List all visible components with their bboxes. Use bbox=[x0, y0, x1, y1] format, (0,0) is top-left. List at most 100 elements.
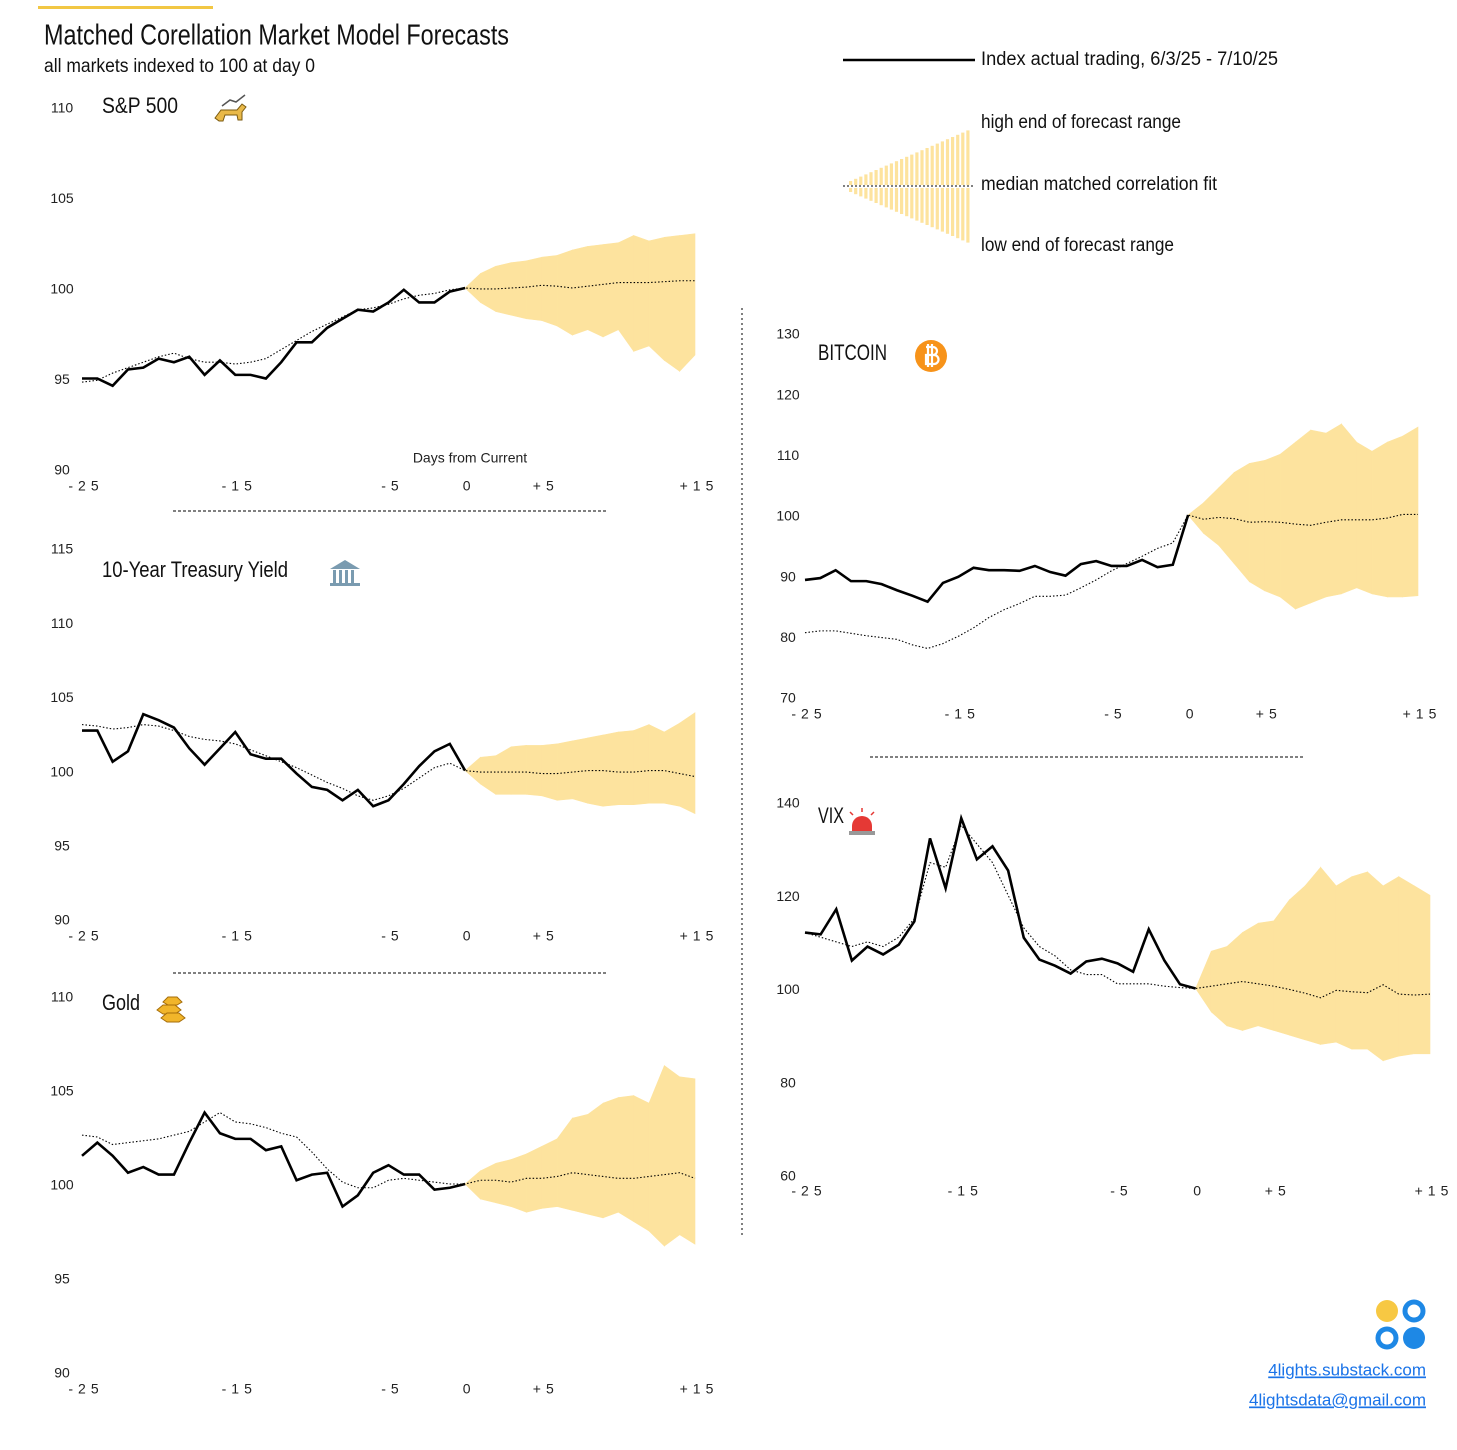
x-tick-label: +5 bbox=[533, 928, 559, 944]
chart-title: VIX bbox=[818, 803, 844, 828]
forecast-band bbox=[1203, 486, 1220, 546]
legend-bar bbox=[915, 152, 919, 185]
x-tick-label: 0 bbox=[463, 478, 476, 494]
legend-bar bbox=[935, 143, 939, 185]
charts: 90 95 100 105 110 -25 -15 -5 0 +5 +15 Days from Cur… bbox=[50, 93, 1454, 1397]
y-tick-label: 90 bbox=[780, 568, 796, 584]
legend-bar bbox=[874, 170, 878, 185]
forecast-band bbox=[679, 712, 696, 815]
x-tick-label: -25 bbox=[68, 1381, 103, 1397]
forecast-band bbox=[1341, 423, 1357, 595]
link-text[interactable]: 4lightsdata@gmail.com bbox=[1249, 1390, 1426, 1409]
forecast-band bbox=[510, 745, 527, 795]
siren-icon bbox=[849, 808, 875, 835]
median-line bbox=[81, 1111, 696, 1189]
legend-bar bbox=[889, 163, 893, 185]
legend-bar bbox=[879, 167, 883, 185]
y-tick-label: 110 bbox=[51, 989, 74, 1005]
link-text[interactable]: 4lights.substack.com bbox=[1268, 1360, 1426, 1379]
chart-title: S&P 500 bbox=[102, 93, 178, 118]
forecast-band bbox=[1367, 871, 1384, 1062]
forecast-band bbox=[587, 1102, 604, 1219]
actual-line bbox=[804, 514, 1190, 604]
forecast-band bbox=[1264, 453, 1281, 598]
y-tick-label: 100 bbox=[50, 1177, 74, 1193]
legend-bar bbox=[894, 188, 899, 212]
forecast-band bbox=[664, 1064, 680, 1247]
forecast-band bbox=[1387, 435, 1403, 598]
legend-bar bbox=[905, 156, 909, 185]
forecast-band bbox=[664, 235, 680, 372]
forecast-band bbox=[1402, 426, 1419, 598]
y-tick-label: 110 bbox=[51, 615, 74, 631]
x-tick-label: -5 bbox=[381, 928, 403, 944]
y-tick-label: 105 bbox=[50, 1083, 74, 1099]
forecast-band bbox=[1398, 876, 1415, 1057]
x-tick-label: -15 bbox=[945, 706, 980, 722]
chart-panel: 90 95 100 105 110 -25 -15 -5 0 +5 +15 Gold bbox=[50, 989, 719, 1397]
legend-bar bbox=[859, 188, 863, 197]
page-title: Matched Corellation Market Model Forecas… bbox=[44, 20, 509, 52]
y-tick-label: 90 bbox=[54, 462, 70, 478]
x-tick-label: +15 bbox=[1415, 1183, 1454, 1199]
forecast-band bbox=[495, 1159, 512, 1207]
x-tick-label: 0 bbox=[1186, 706, 1199, 722]
forecast-band bbox=[664, 722, 680, 807]
legend-bar bbox=[879, 188, 883, 206]
forecast-band bbox=[633, 235, 650, 352]
x-tick-label: -25 bbox=[68, 478, 103, 494]
x-tick-label: -5 bbox=[381, 1381, 403, 1397]
bitcoin-icon bbox=[915, 340, 947, 372]
legend-high: high end of forecast range bbox=[981, 112, 1181, 133]
legend-bar bbox=[849, 188, 853, 192]
x-tick-label: -15 bbox=[222, 928, 257, 944]
y-tick-label: 105 bbox=[50, 689, 74, 705]
forecast-band bbox=[648, 1065, 665, 1247]
y-tick-label: 90 bbox=[54, 912, 70, 928]
forecast-band bbox=[679, 233, 696, 373]
actual-line bbox=[82, 286, 466, 388]
x-tick-label: +5 bbox=[1265, 1183, 1291, 1199]
x-tick-label: -25 bbox=[68, 928, 103, 944]
forecast-band bbox=[510, 1153, 527, 1213]
legend-bar bbox=[930, 188, 934, 228]
legend-bar bbox=[884, 188, 888, 208]
legend-bar bbox=[951, 188, 955, 236]
x-tick-label: +5 bbox=[1256, 706, 1282, 722]
legend-bar bbox=[951, 137, 955, 185]
forecast-band bbox=[480, 755, 497, 795]
forecast-band bbox=[1273, 899, 1290, 1036]
forecast-band bbox=[1295, 429, 1312, 610]
forecast-band bbox=[526, 745, 543, 797]
x-tick-label: -5 bbox=[1110, 1183, 1132, 1199]
forecast-band bbox=[572, 1114, 589, 1215]
forecast-band bbox=[602, 1097, 619, 1219]
email-link[interactable]: 4lightsdata@gmail.com bbox=[1249, 1390, 1426, 1409]
x-tick-label: +15 bbox=[680, 928, 719, 944]
forecast-band bbox=[1382, 876, 1400, 1062]
legend-bar bbox=[905, 188, 909, 217]
forecast-band bbox=[1414, 885, 1431, 1055]
forecast-band bbox=[510, 260, 527, 320]
legend-bar bbox=[869, 172, 873, 185]
substack-link[interactable]: 4lights.substack.com bbox=[1268, 1360, 1426, 1379]
forecast-band bbox=[572, 245, 589, 336]
forecast-band bbox=[556, 1117, 573, 1211]
forecast-band bbox=[1351, 871, 1368, 1050]
forecast-band bbox=[1233, 462, 1250, 583]
forecast-band bbox=[541, 1138, 558, 1209]
forecast-band bbox=[1325, 423, 1342, 598]
forecast-band bbox=[1242, 922, 1259, 1031]
y-tick-label: 110 bbox=[777, 447, 800, 463]
x-tick-label: +15 bbox=[680, 1381, 719, 1397]
y-tick-label: 120 bbox=[776, 888, 800, 904]
chart-panel: 90 95 100 105 110 115 -25 -15 -5 0 +5 +15 10-Year Tr… bbox=[50, 541, 719, 944]
legend-bar bbox=[930, 145, 934, 185]
legend-bar bbox=[940, 188, 944, 232]
legend-swatch bbox=[849, 130, 970, 243]
y-tick-label: 100 bbox=[776, 981, 800, 997]
legend-bar bbox=[864, 174, 868, 185]
legend-bar bbox=[884, 165, 888, 185]
x-tick-label: 0 bbox=[463, 1381, 476, 1397]
legend-bar bbox=[910, 188, 914, 219]
